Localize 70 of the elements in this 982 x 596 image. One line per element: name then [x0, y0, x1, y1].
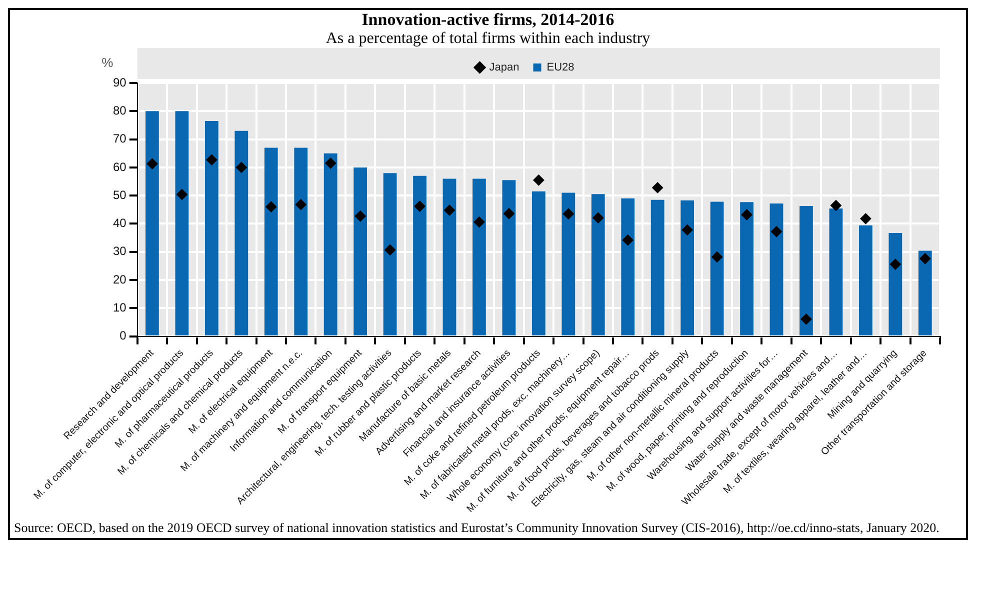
point — [414, 200, 426, 212]
y-tick-label: 80 — [112, 103, 127, 118]
bar — [532, 191, 546, 336]
bar — [740, 202, 754, 336]
bar — [888, 233, 902, 336]
chart-title: Innovation-active firms, 2014-2016 — [360, 10, 616, 30]
bar — [829, 208, 843, 336]
bar — [294, 148, 308, 336]
y-tick-label: 0 — [120, 328, 127, 343]
bar — [650, 200, 664, 336]
bar — [710, 202, 724, 336]
point — [652, 182, 664, 194]
bar — [680, 200, 694, 336]
y-tick-label: 40 — [112, 216, 127, 230]
point — [592, 212, 604, 224]
y-axis-title: % — [102, 55, 114, 70]
point — [503, 208, 514, 220]
point — [622, 234, 634, 246]
point — [800, 314, 812, 325]
point — [206, 154, 218, 166]
legend-label: Japan — [489, 62, 520, 74]
point — [295, 199, 306, 210]
point — [682, 224, 693, 236]
y-tick-label: 60 — [112, 160, 127, 174]
bar — [442, 178, 456, 336]
point — [890, 258, 901, 270]
bar — [502, 180, 516, 336]
point — [741, 209, 752, 220]
point — [712, 251, 723, 262]
bar — [264, 148, 278, 336]
point — [533, 174, 544, 186]
point — [384, 244, 396, 256]
point — [176, 188, 188, 200]
point — [920, 253, 931, 264]
point — [860, 213, 872, 224]
source-note: Source: OECD, based on the 2019 OECD survey of national innovation statistics and Eurostat’s Community Innovation Survey (CIS-2016), http://oe.cd/inno-stats, January 2020. — [13, 519, 940, 537]
bar — [472, 178, 486, 336]
bar — [621, 198, 635, 336]
point — [146, 158, 158, 170]
bar — [175, 111, 189, 336]
y-tick-label: 30 — [112, 244, 127, 258]
bar — [591, 194, 605, 336]
point — [562, 208, 574, 220]
point — [266, 201, 277, 212]
point — [830, 200, 842, 211]
point — [325, 158, 336, 169]
bar — [918, 250, 932, 336]
point — [474, 216, 485, 228]
bar — [234, 130, 248, 336]
bar — [383, 173, 397, 336]
bar — [146, 111, 159, 336]
bar — [413, 176, 426, 336]
bar — [354, 167, 367, 336]
y-tick-label: 70 — [112, 132, 127, 146]
y-tick-label: 10 — [112, 300, 127, 314]
chart-subtitle: As a percentage of total firms within each industry — [324, 30, 652, 48]
bar — [800, 206, 813, 336]
bar — [858, 225, 872, 336]
y-tick-label: 90 — [112, 75, 127, 90]
point — [770, 226, 782, 238]
bar — [324, 153, 338, 336]
point — [444, 204, 455, 216]
bar — [562, 192, 576, 336]
legend-label: EU28 — [546, 62, 574, 74]
bar — [204, 121, 218, 336]
y-tick-label: 20 — [112, 272, 127, 286]
bar — [770, 203, 784, 336]
point — [354, 210, 366, 222]
point — [236, 162, 247, 173]
y-tick-label: 50 — [112, 188, 127, 202]
